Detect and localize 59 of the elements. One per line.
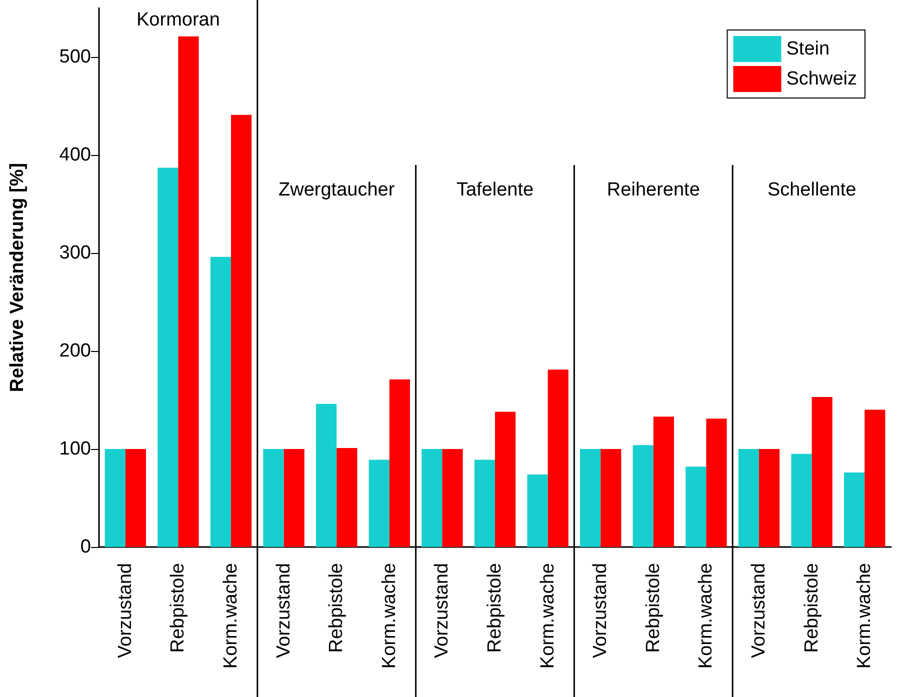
- bar: [158, 168, 178, 547]
- bar: [316, 404, 337, 547]
- legend-label: Schweiz: [786, 68, 857, 90]
- annotation: Schellente: [767, 180, 856, 200]
- bar: [812, 397, 832, 547]
- legend-label: Stein: [786, 38, 830, 60]
- y-tick-label: 300: [59, 242, 91, 264]
- bar: [422, 449, 442, 547]
- bar: [336, 448, 358, 547]
- x-tick-label: Rebpistole: [801, 563, 822, 653]
- y-tick-label: 500: [59, 46, 91, 68]
- bar: [527, 474, 548, 547]
- bar: [231, 114, 252, 547]
- bar: [210, 256, 231, 547]
- bar: [178, 36, 199, 547]
- x-tick-label: Rebpistole: [642, 563, 664, 653]
- bar: [759, 449, 780, 547]
- bar: [706, 418, 727, 547]
- bar: [442, 449, 463, 547]
- y-tick-label: 400: [59, 144, 91, 166]
- annotation: Reiherente: [606, 180, 700, 200]
- x-tick-label: Vorzustand: [748, 563, 770, 658]
- bar: [495, 412, 516, 547]
- annotation: Tafelente: [456, 180, 534, 200]
- x-tick-label: Rebpistole: [326, 563, 348, 653]
- x-tick-label: Korm.wache: [537, 563, 558, 669]
- bar: [284, 449, 304, 547]
- bar: [791, 454, 812, 547]
- bar: [474, 460, 495, 547]
- x-tick-label: Vorzustand: [273, 563, 294, 658]
- bar: [738, 449, 759, 547]
- annotation: Kormoran: [136, 10, 220, 30]
- y-tick-label: 200: [59, 340, 91, 362]
- bar: [263, 449, 284, 547]
- bar: [653, 416, 674, 547]
- y-tick-label: 0: [80, 536, 91, 558]
- bar: [389, 379, 410, 547]
- x-tick-label: Rebpistole: [484, 563, 506, 653]
- bar: [600, 449, 622, 547]
- bar: [368, 460, 390, 547]
- annotation: Zwergtaucher: [278, 180, 396, 200]
- x-tick-label: Vorzustand: [590, 563, 612, 658]
- x-tick-label: Korm.wache: [854, 563, 876, 669]
- x-tick-label: Vorzustand: [432, 563, 453, 658]
- bar: [580, 449, 601, 547]
- x-tick-label: Rebpistole: [168, 563, 189, 653]
- y-tick-label: 100: [59, 438, 91, 460]
- y-axis-title: Relative Veränderung [%]: [7, 162, 28, 392]
- x-tick-label: Vorzustand: [114, 563, 136, 658]
- bar: [632, 445, 654, 547]
- bar: [548, 370, 568, 547]
- bar: [686, 466, 706, 547]
- x-tick-label: Korm.wache: [220, 563, 242, 669]
- x-tick-label: Korm.wache: [378, 563, 400, 669]
- bar: [864, 410, 886, 547]
- bar: [844, 472, 865, 547]
- x-tick-label: Korm.wache: [696, 563, 717, 669]
- bar: [125, 449, 146, 547]
- bar: [104, 449, 126, 547]
